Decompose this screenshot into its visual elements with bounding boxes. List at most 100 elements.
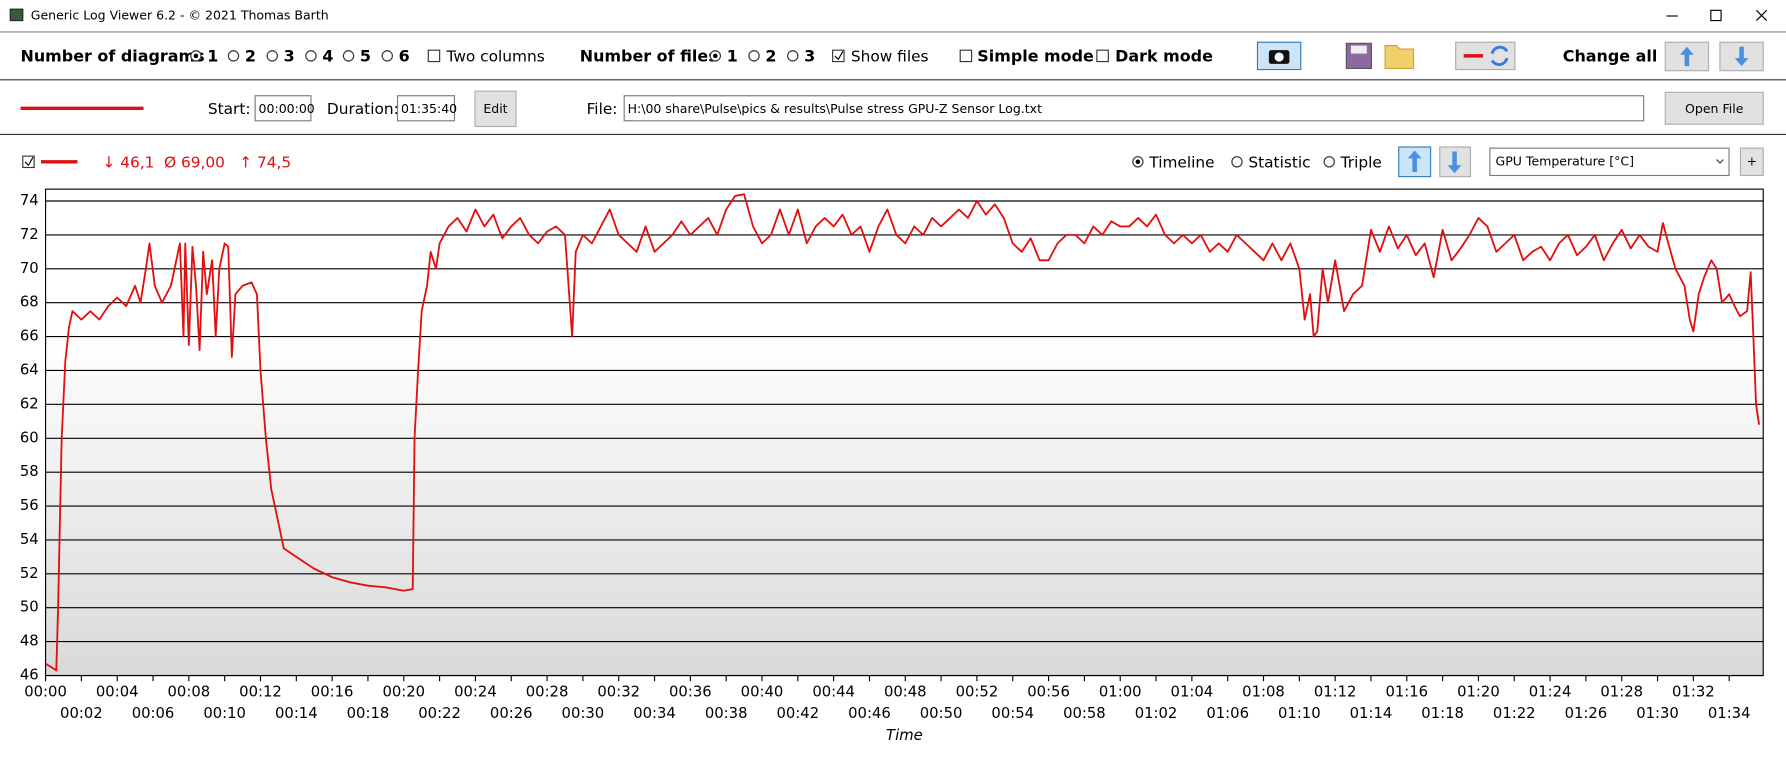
checkmark xyxy=(24,156,34,167)
file-path: H:\00 share\Pulse\pics & results\Pulse s… xyxy=(628,101,1042,116)
file-label: File: xyxy=(587,100,618,118)
view-option[interactable]: Triple xyxy=(1340,153,1382,171)
radio[interactable] xyxy=(305,50,317,62)
checkbox[interactable] xyxy=(959,49,973,63)
x-tick-label: 01:22 xyxy=(1493,705,1536,722)
dropdown-chevron xyxy=(1716,159,1724,164)
diagram-option[interactable]: 4 xyxy=(322,47,333,66)
x-tick-label: 00:24 xyxy=(454,684,497,701)
min-stat: ↓ 46,1 xyxy=(103,153,155,171)
radio-dot xyxy=(1135,159,1141,165)
data-line xyxy=(45,193,1760,672)
checkbox[interactable] xyxy=(22,155,35,169)
close-button[interactable] xyxy=(1755,9,1768,21)
file-option[interactable]: 3 xyxy=(804,47,815,66)
radio[interactable] xyxy=(748,50,760,62)
checkbox[interactable] xyxy=(427,49,441,63)
x-axis-label: Time xyxy=(886,727,923,744)
radio[interactable] xyxy=(381,50,393,62)
x-tick-label: 00:48 xyxy=(884,684,927,701)
edit-button[interactable] xyxy=(474,90,517,128)
y-tick-label: 54 xyxy=(20,531,39,548)
x-tick-label: 00:00 xyxy=(24,684,67,701)
chart: 46 48 50 52 54 56 58 60 62 64 66 68 70 72 74 00:00 00:02… xyxy=(20,188,1764,744)
y-tick-label: 74 xyxy=(20,192,39,209)
y-tick-label: 52 xyxy=(20,565,39,582)
open-folder-button[interactable] xyxy=(1384,45,1415,69)
x-tick-label: 00:14 xyxy=(275,705,318,722)
y-tick-label: 66 xyxy=(20,328,39,345)
start-input[interactable] xyxy=(254,95,312,122)
two-columns-label[interactable]: Two columns xyxy=(446,48,545,66)
camera-lens xyxy=(1274,52,1284,62)
swap-button[interactable] xyxy=(1455,41,1516,71)
x-tick-label: 01:30 xyxy=(1636,705,1679,722)
duration-label: Duration: xyxy=(327,100,399,118)
x-tick-label: 00:34 xyxy=(633,705,676,722)
file-option[interactable]: 2 xyxy=(765,47,776,66)
file-option[interactable]: 1 xyxy=(727,47,738,66)
checkbox[interactable] xyxy=(1096,49,1109,63)
x-tick-label: 00:30 xyxy=(562,705,605,722)
duration-input[interactable] xyxy=(396,95,456,122)
x-tick-label: 00:46 xyxy=(848,705,891,722)
file-input[interactable] xyxy=(623,95,1645,122)
radio[interactable] xyxy=(787,50,799,62)
y-tick-label: 64 xyxy=(20,361,39,378)
view-option[interactable]: Timeline xyxy=(1148,153,1214,171)
x-tick-label: 00:04 xyxy=(96,684,139,701)
x-tick-label: 01:24 xyxy=(1529,684,1572,701)
x-tick-label: 01:34 xyxy=(1708,705,1751,722)
checkbox[interactable] xyxy=(832,49,845,63)
radio[interactable] xyxy=(266,50,278,62)
diagram-option[interactable]: 2 xyxy=(245,47,256,66)
avg-stat: Ø 69,00 xyxy=(164,153,225,171)
plot-area xyxy=(44,188,1764,677)
x-tick-label: 00:44 xyxy=(812,684,855,701)
x-tick-label: 00:26 xyxy=(490,705,533,722)
app-icon xyxy=(9,8,24,22)
radio[interactable] xyxy=(342,50,355,62)
diagram-option[interactable]: 5 xyxy=(360,47,371,66)
x-tick-label: 01:28 xyxy=(1600,684,1643,701)
x-tick-label: 01:18 xyxy=(1421,705,1464,722)
diagram-option[interactable]: 1 xyxy=(207,47,218,66)
add-button[interactable] xyxy=(1739,147,1764,177)
dark-mode-label[interactable]: Dark mode xyxy=(1115,47,1213,66)
checkmark xyxy=(834,51,844,61)
x-tick-label: 00:02 xyxy=(60,705,103,722)
refresh-icon xyxy=(1490,45,1509,66)
x-tick-label: 00:38 xyxy=(705,705,748,722)
open-file-button[interactable] xyxy=(1664,91,1764,125)
x-tick-label: 00:28 xyxy=(526,684,569,701)
window-title: Generic Log Viewer 6.2 - © 2021 Thomas B… xyxy=(31,8,329,23)
save-icon xyxy=(1350,45,1367,54)
diagram-option[interactable]: 3 xyxy=(284,47,295,66)
x-tick-label: 00:32 xyxy=(597,684,640,701)
screenshot-button[interactable] xyxy=(1256,41,1302,71)
show-files-label[interactable]: Show files xyxy=(851,48,929,66)
open-file-label: Open File xyxy=(1685,101,1744,116)
x-tick-label: 01:14 xyxy=(1350,705,1393,722)
radio[interactable] xyxy=(1323,156,1335,168)
radio[interactable] xyxy=(227,50,240,62)
x-tick-label: 00:42 xyxy=(776,705,819,722)
y-tick-label: 62 xyxy=(20,395,39,412)
maximize-button[interactable] xyxy=(1710,9,1722,22)
sensor-dropdown[interactable] xyxy=(1489,147,1730,177)
x-tick-label: 00:16 xyxy=(311,684,354,701)
files-label: Number of files xyxy=(580,47,718,66)
down-arrow xyxy=(1734,46,1749,67)
x-tick-label: 01:00 xyxy=(1099,684,1142,701)
y-tick-label: 72 xyxy=(20,226,39,243)
start-value: 00:00:00 xyxy=(259,101,315,116)
view-option[interactable]: Statistic xyxy=(1248,153,1310,171)
simple-mode-label[interactable]: Simple mode xyxy=(977,47,1094,66)
diagram-option[interactable]: 6 xyxy=(399,47,410,66)
x-tick-label: 01:08 xyxy=(1242,684,1285,701)
radio[interactable] xyxy=(1231,156,1243,168)
x-tick-label: 01:32 xyxy=(1672,684,1715,701)
down-arrow xyxy=(1447,151,1462,174)
